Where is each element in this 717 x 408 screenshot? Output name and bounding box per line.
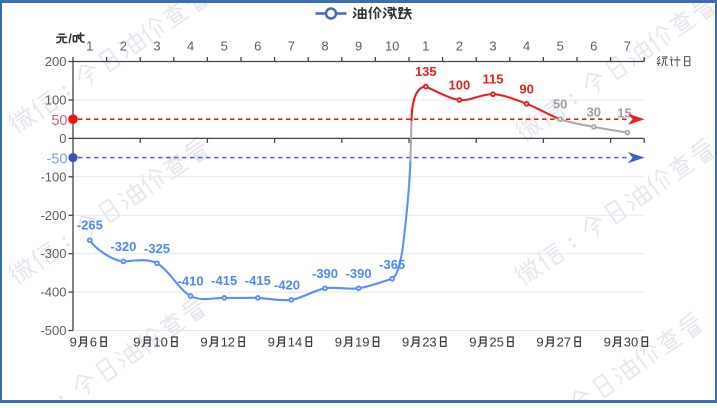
svg-text:2: 2	[228, 335, 235, 350]
svg-text:9: 9	[536, 335, 543, 350]
svg-text:1: 1	[86, 39, 93, 54]
svg-text:2: 2	[456, 39, 463, 54]
svg-text:50: 50	[553, 97, 567, 112]
svg-text:-200: -200	[40, 208, 66, 223]
svg-text:6: 6	[254, 39, 261, 54]
svg-text:9: 9	[402, 335, 409, 350]
svg-text:9: 9	[362, 335, 369, 350]
svg-text:9: 9	[200, 335, 207, 350]
svg-text:50: 50	[51, 113, 67, 129]
svg-text:1: 1	[153, 335, 160, 350]
svg-text:-415: -415	[211, 273, 237, 288]
svg-text:-410: -410	[178, 274, 204, 289]
svg-text:5: 5	[497, 335, 504, 350]
svg-text:100: 100	[45, 93, 67, 108]
svg-text:3: 3	[429, 335, 436, 350]
svg-text:6: 6	[90, 335, 97, 350]
svg-text:1: 1	[221, 335, 228, 350]
svg-text:9: 9	[469, 335, 476, 350]
svg-text:-325: -325	[144, 241, 170, 256]
svg-text:-300: -300	[40, 246, 66, 261]
svg-text:5: 5	[557, 39, 564, 54]
svg-text:135: 135	[415, 64, 437, 79]
svg-text:2: 2	[120, 39, 127, 54]
svg-text:2: 2	[422, 335, 429, 350]
svg-text:-265: -265	[77, 218, 103, 233]
svg-text:90: 90	[519, 81, 533, 96]
svg-text:-415: -415	[245, 273, 271, 288]
svg-text:8: 8	[321, 39, 328, 54]
svg-text:4: 4	[295, 335, 302, 350]
svg-text:115: 115	[483, 72, 504, 87]
svg-text:/: /	[68, 31, 72, 46]
svg-text:2: 2	[489, 335, 496, 350]
svg-text:0: 0	[161, 335, 168, 350]
svg-text:10: 10	[385, 39, 399, 54]
svg-text:7: 7	[624, 39, 631, 54]
svg-text:-420: -420	[274, 277, 300, 292]
svg-text:9: 9	[604, 335, 611, 350]
svg-text:-320: -320	[110, 239, 136, 254]
svg-text:7: 7	[288, 39, 295, 54]
svg-text:100: 100	[449, 78, 471, 93]
svg-text:0: 0	[631, 335, 638, 350]
svg-text:1: 1	[355, 335, 362, 350]
svg-text:9: 9	[355, 39, 362, 54]
svg-text:0: 0	[59, 131, 66, 146]
svg-text:-400: -400	[40, 285, 66, 300]
svg-text:4: 4	[187, 39, 194, 54]
svg-text:200: 200	[45, 54, 67, 69]
svg-text:5: 5	[221, 39, 228, 54]
svg-text:3: 3	[489, 39, 496, 54]
svg-text:4: 4	[523, 39, 530, 54]
svg-text:-500: -500	[40, 323, 66, 338]
svg-text:1: 1	[288, 335, 295, 350]
svg-text:15: 15	[617, 106, 631, 121]
svg-text:-390: -390	[312, 266, 338, 281]
svg-text:-50: -50	[47, 152, 68, 168]
svg-text:-100: -100	[40, 169, 66, 184]
svg-text:2: 2	[557, 335, 564, 350]
svg-text:1: 1	[422, 39, 429, 54]
svg-text:6: 6	[590, 39, 597, 54]
svg-text:9: 9	[335, 335, 342, 350]
svg-text:9: 9	[268, 335, 275, 350]
svg-text:9: 9	[133, 335, 140, 350]
svg-text:-365: -365	[379, 257, 405, 272]
svg-text:30: 30	[587, 104, 601, 119]
svg-text:3: 3	[153, 39, 160, 54]
svg-text:3: 3	[624, 335, 631, 350]
svg-text:9: 9	[70, 335, 77, 350]
svg-text:7: 7	[564, 335, 571, 350]
svg-text:-390: -390	[346, 266, 372, 281]
